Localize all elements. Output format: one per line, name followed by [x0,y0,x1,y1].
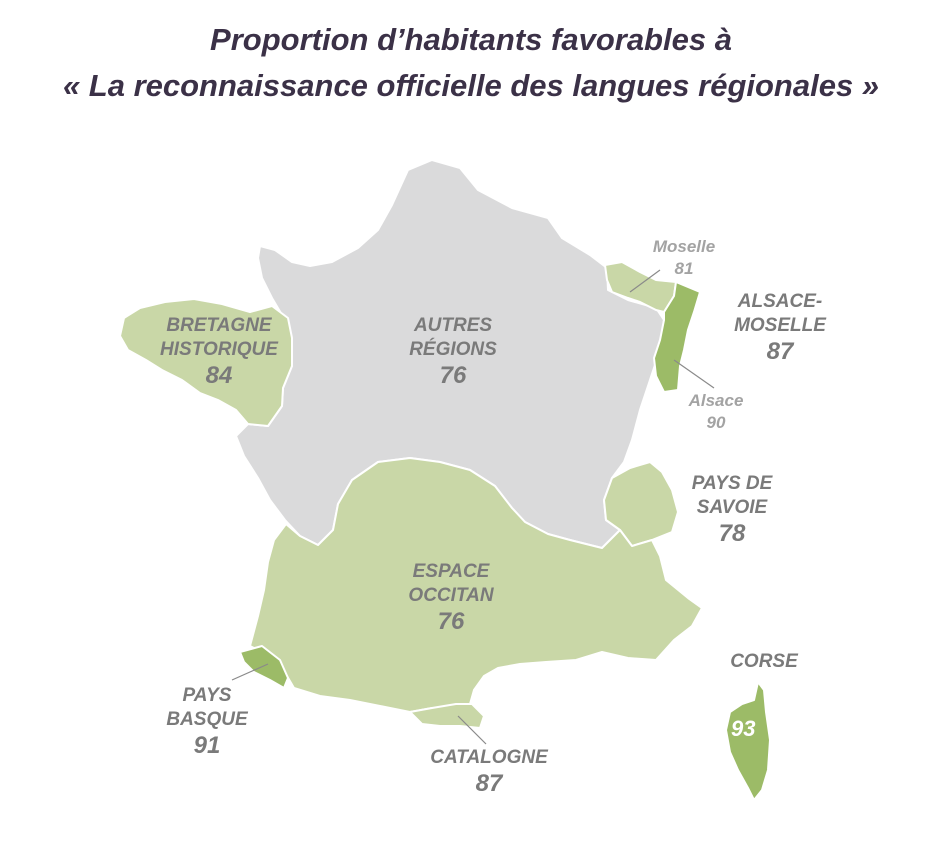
moselle-leader-line [629,269,661,293]
label-catalogne-name: CATALOGNE [430,747,548,768]
label-alsace: Alsace 90 [666,390,766,434]
label-moselle-name: Moselle [652,237,716,256]
label-alsace-moselle-value: 87 [766,338,794,365]
label-occitan-name-1: ESPACE [412,561,490,582]
map-title-line-1: Proportion d’habitants favorables à [210,22,732,57]
label-corse-name: CORSE [730,651,798,672]
label-bretagne-value: 84 [205,362,233,389]
label-alsace-name: Alsace [688,391,744,410]
basque-leader-line [231,663,269,681]
region-corse [725,681,771,801]
label-moselle: Moselle 81 [634,236,734,280]
region-pays-de-savoie [603,461,679,547]
label-bretagne-name-2: HISTORIQUE [160,339,278,360]
label-bretagne-name-1: BRETAGNE [166,315,272,336]
label-bretagne: BRETAGNE HISTORIQUE 84 [144,314,294,390]
label-corse-value: 93 [731,716,756,741]
label-autres-value: 76 [439,362,467,389]
label-alsace-moselle: ALSACE- MOSELLE 87 [710,290,850,366]
region-pays-basque [239,645,289,689]
label-espace-occitan: ESPACE OCCITAN 76 [376,560,526,636]
region-espace-occitan [249,457,703,713]
label-occitan-value: 76 [437,608,465,635]
label-savoie-value: 78 [718,520,746,547]
label-catalogne: CATALOGNE 87 [404,746,574,798]
label-pays-de-savoie: PAYS DE SAVOIE 78 [672,472,792,548]
catalogne-leader-line [457,715,487,745]
label-alsace-moselle-name-2: MOSELLE [734,315,826,336]
label-autres-name-2: RÉGIONS [409,339,497,360]
region-catalogne [409,703,485,729]
map-title-line-2: « La reconnaissance officielle des langu… [62,68,880,103]
label-autres-name-1: AUTRES [413,315,493,336]
label-autres-regions: AUTRES RÉGIONS 76 [378,314,528,390]
label-basque-name-1: PAYS [182,685,232,706]
label-basque-value: 91 [193,732,221,759]
alsace-leader-line [673,359,715,389]
region-bretagne-historique [119,298,293,427]
label-alsace-value: 90 [706,413,726,432]
label-moselle-value: 81 [674,259,694,278]
label-catalogne-value: 87 [475,770,503,797]
label-basque-name-2: BASQUE [166,709,248,730]
label-pays-basque: PAYS BASQUE 91 [142,684,272,760]
label-occitan-name-2: OCCITAN [408,585,494,606]
label-alsace-moselle-name-1: ALSACE- [737,291,823,312]
label-savoie-name-2: SAVOIE [696,497,768,518]
region-alsace [653,281,701,393]
label-savoie-name-1: PAYS DE [691,473,773,494]
